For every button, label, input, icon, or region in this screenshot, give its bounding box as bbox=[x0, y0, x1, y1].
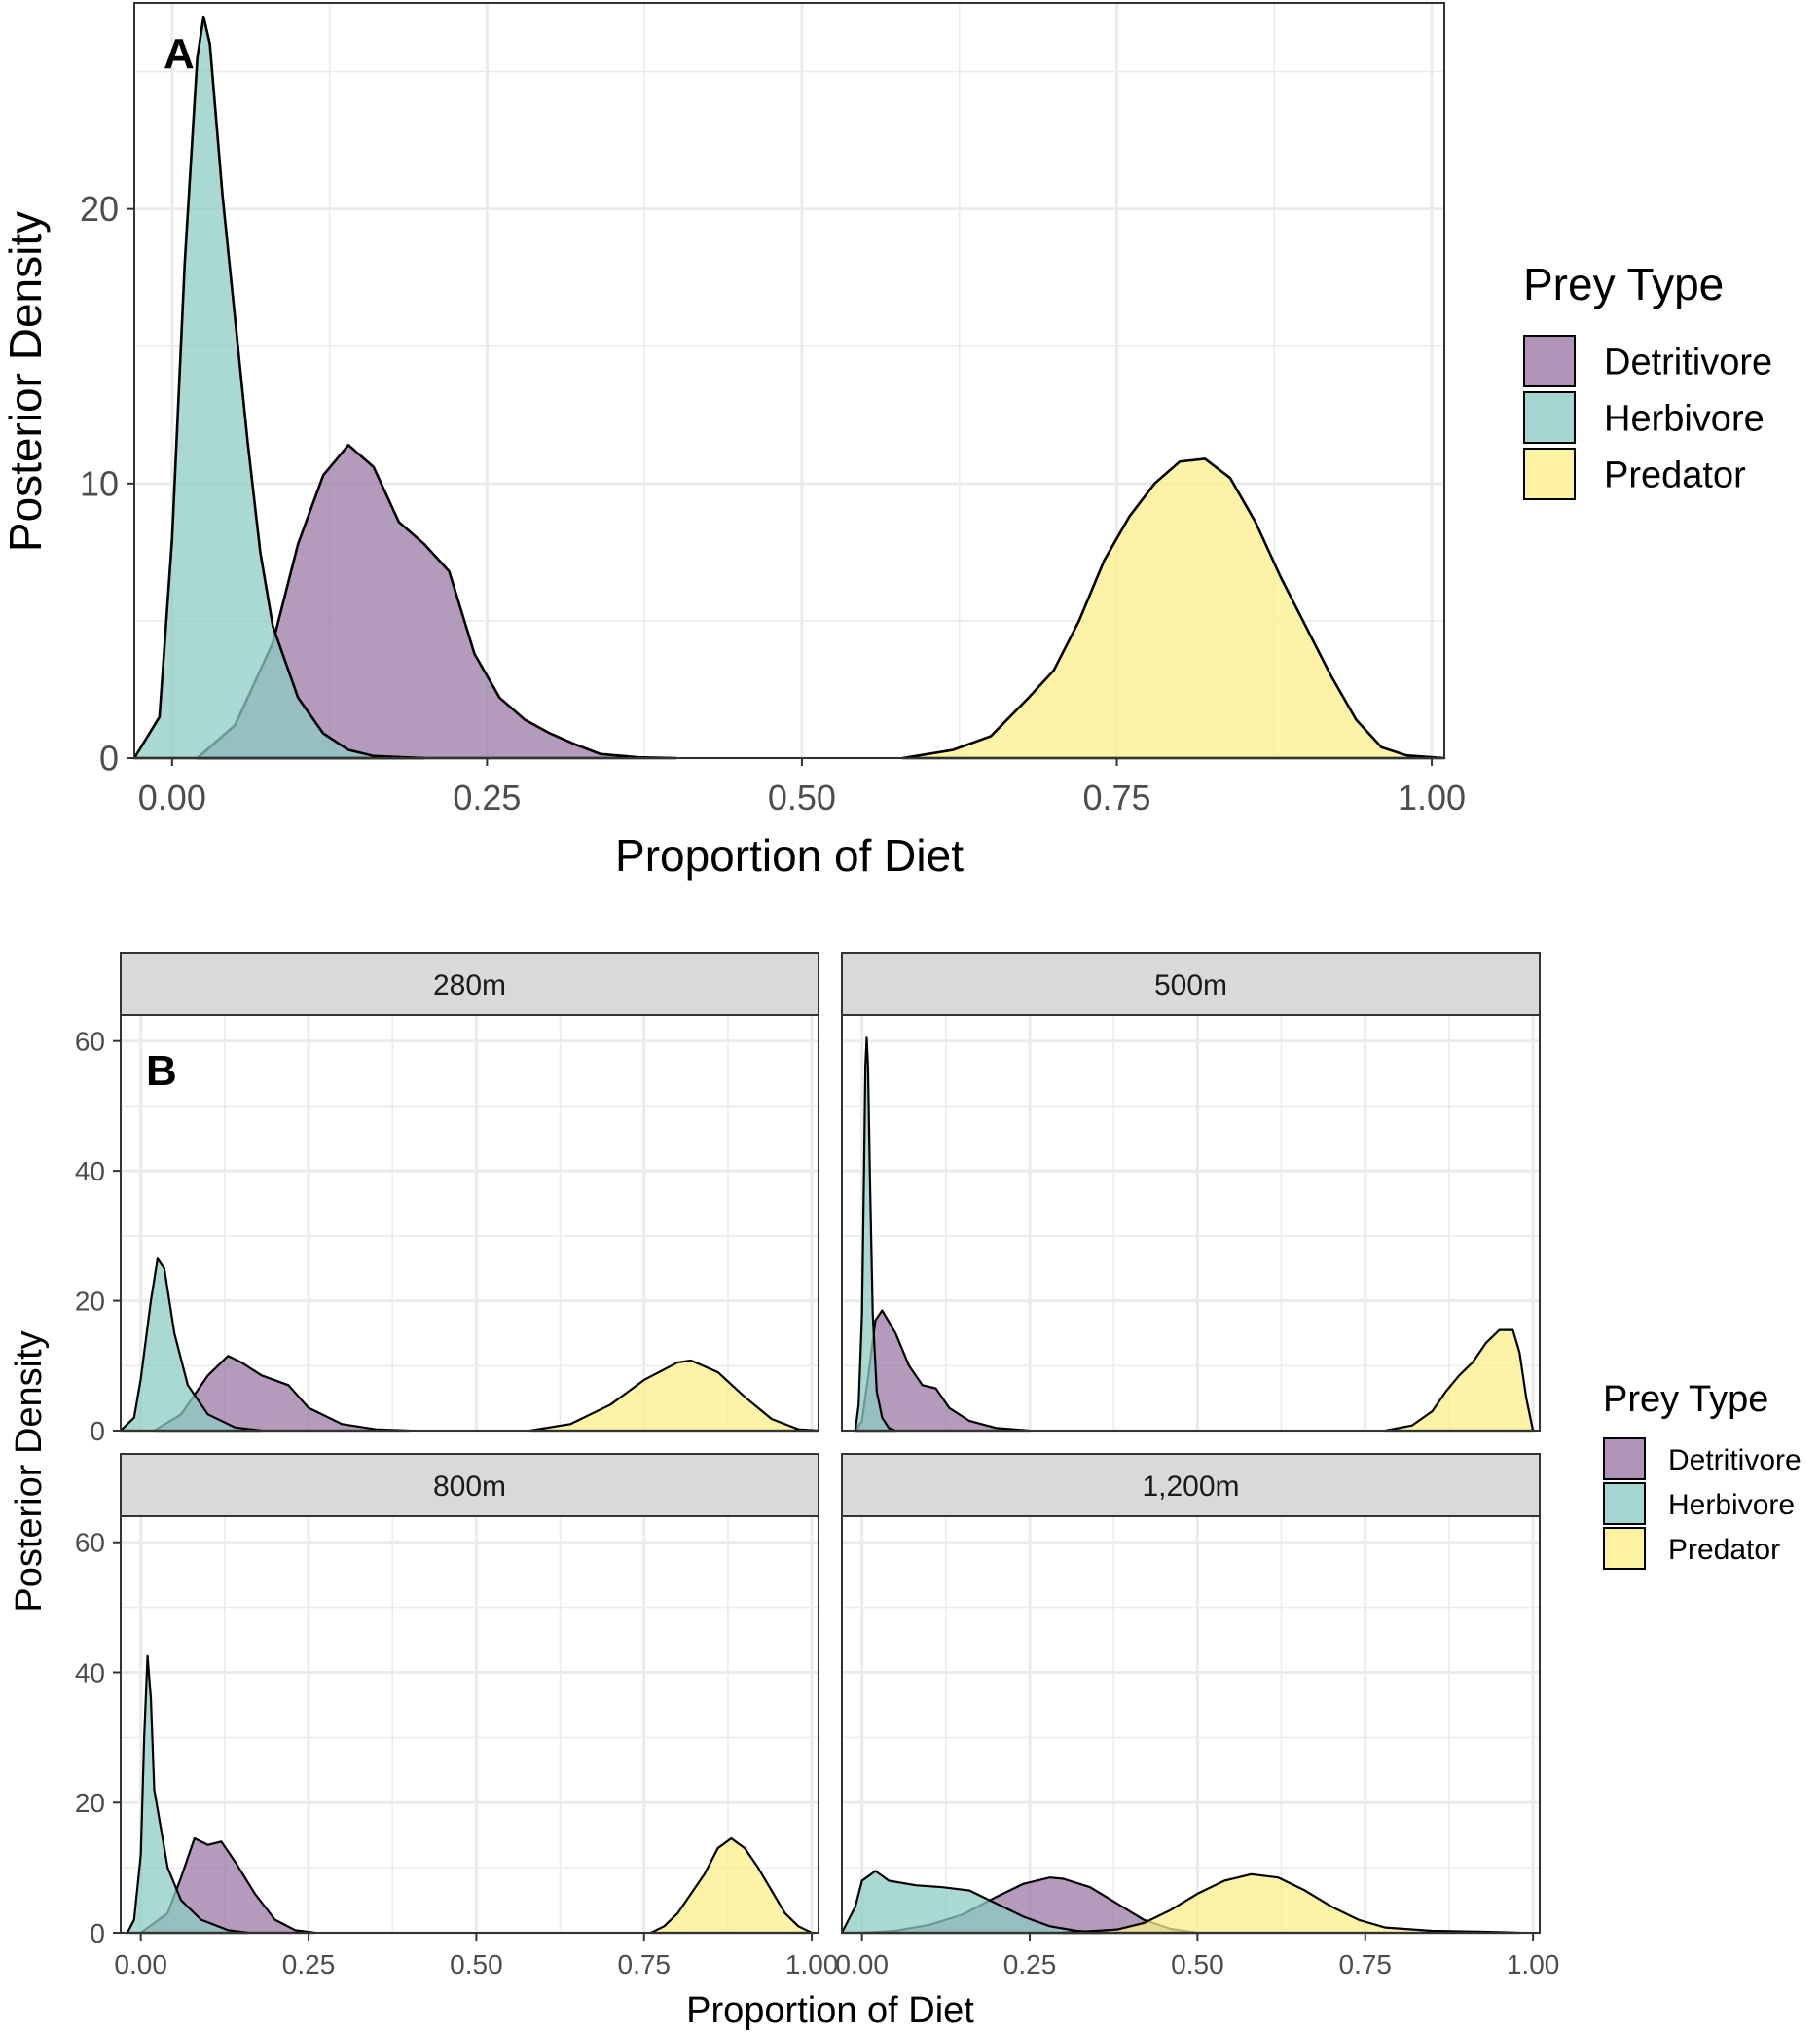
facet-800m-x-ticks: 0.00 0.25 0.50 0.75 1.00 bbox=[114, 1933, 838, 1980]
facet-800m-y-ticks: 0 20 40 60 bbox=[75, 1528, 121, 1948]
facet-280m: 280m 0 20 40 60 bbox=[75, 952, 820, 1446]
facet-280m-density-predator bbox=[528, 1359, 820, 1433]
facet-1-200m-strip-label: 1,200m bbox=[1142, 1471, 1239, 1503]
panel-b-tag: B bbox=[146, 1047, 177, 1095]
legend-label-predator: Predator bbox=[1668, 1534, 1780, 1566]
facet-1-200m-x-tick-label: 0.50 bbox=[1171, 1949, 1224, 1980]
facet-280m-y-tick-label: 0 bbox=[90, 1416, 105, 1446]
facet-280m-border bbox=[120, 1014, 819, 1432]
facet-800m-strip bbox=[120, 1453, 819, 1517]
facet-800m-y-tick-label: 20 bbox=[75, 1788, 105, 1818]
panel-b-legend: Prey Type Detritivore Herbivore Predator bbox=[1603, 1379, 1802, 1570]
panel-a-x-axis-label: Proportion of Diet bbox=[615, 830, 964, 881]
facet-1-200m: 1,200m 0.00 0.25 0.50 0.75 1.00 bbox=[835, 1453, 1559, 1980]
facet-280m-strip-label: 280m bbox=[433, 969, 506, 1001]
panel-b-x-axis-label: Proportion of Diet bbox=[686, 1990, 974, 2031]
panel-a-y-axis-label: Posterior Density bbox=[0, 211, 51, 552]
panel-a-density-predator bbox=[901, 457, 1446, 760]
facet-1-200m-density-predator bbox=[1062, 1872, 1521, 1935]
facet-280m-y-tick-label: 40 bbox=[75, 1156, 105, 1186]
legend-key-detritivore bbox=[1603, 1437, 1646, 1480]
facet-500m: 500m bbox=[841, 952, 1541, 1433]
facet-800m-x-tick-label: 1.00 bbox=[785, 1949, 839, 1980]
panel-a-density-areas bbox=[132, 15, 1446, 760]
facet-1-200m-x-tick-label: 0.00 bbox=[835, 1949, 889, 1980]
facet-280m-y-tick-label: 60 bbox=[75, 1026, 105, 1056]
legend-label-predator: Predator bbox=[1604, 455, 1746, 496]
facet-1-200m-border bbox=[841, 1515, 1541, 1934]
facet-500m-background bbox=[842, 1015, 1540, 1431]
panel-a-x-tick-label: 0.75 bbox=[1082, 778, 1150, 817]
facet-1-200m-grid bbox=[842, 1516, 1540, 1935]
panel-a-y-tick-label: 10 bbox=[80, 463, 119, 503]
panel-a-border bbox=[133, 2, 1445, 759]
facet-1-200m-density-herbivore bbox=[840, 1870, 1105, 1935]
legend-key-predator bbox=[1523, 448, 1576, 500]
panel-a-x-ticks: 0.00 0.25 0.50 0.75 1.00 bbox=[138, 758, 1466, 817]
facet-500m-density-areas bbox=[854, 1036, 1535, 1433]
facet-800m-border bbox=[120, 1515, 819, 1934]
panel-a-y-tick-label: 20 bbox=[80, 189, 119, 229]
facet-500m-strip bbox=[841, 952, 1541, 1016]
facet-800m-y-tick-label: 0 bbox=[90, 1918, 105, 1948]
panel-a-y-tick-label: 0 bbox=[99, 739, 119, 779]
facet-800m-y-tick-label: 40 bbox=[75, 1657, 105, 1688]
facet-800m-x-tick-label: 0.25 bbox=[282, 1949, 336, 1980]
facet-1-200m-strip bbox=[841, 1453, 1541, 1517]
panel-a-x-tick-label: 0.50 bbox=[768, 778, 836, 817]
facet-280m-grid bbox=[121, 1015, 819, 1433]
panel-a-x-tick-label: 0.25 bbox=[453, 778, 521, 817]
panel-b-legend-title: Prey Type bbox=[1603, 1379, 1768, 1420]
facet-800m-x-tick-label: 0.50 bbox=[450, 1949, 503, 1980]
facet-800m-density-predator bbox=[649, 1836, 814, 1935]
legend-label-detritivore: Detritivore bbox=[1604, 343, 1772, 383]
panel-b-y-axis-label: Posterior Density bbox=[9, 1330, 50, 1612]
facet-1-200m-x-tick-label: 0.25 bbox=[1003, 1949, 1057, 1980]
legend-key-detritivore bbox=[1523, 335, 1576, 387]
panel-a-x-tick-label: 1.00 bbox=[1398, 778, 1466, 817]
facet-800m-strip-label: 800m bbox=[433, 1471, 506, 1503]
facet-1-200m-x-tick-label: 1.00 bbox=[1507, 1949, 1560, 1980]
facet-1-200m-x-ticks: 0.00 0.25 0.50 0.75 1.00 bbox=[835, 1933, 1559, 1980]
facet-500m-border bbox=[841, 1014, 1541, 1432]
panel-a-density-detritivore bbox=[196, 444, 677, 760]
legend-label-detritivore: Detritivore bbox=[1668, 1444, 1802, 1476]
legend-key-predator bbox=[1603, 1527, 1646, 1570]
legend-label-herbivore: Herbivore bbox=[1668, 1489, 1795, 1521]
facet-500m-density-predator bbox=[1384, 1328, 1535, 1433]
facet-1-200m-density-areas bbox=[840, 1870, 1521, 1935]
facet-280m-y-ticks: 0 20 40 60 bbox=[75, 1026, 121, 1446]
panel-a-density-herbivore bbox=[132, 15, 425, 760]
panel-a-tag: A bbox=[164, 30, 195, 78]
facet-280m-strip bbox=[120, 952, 819, 1016]
panel-a-legend-title: Prey Type bbox=[1523, 259, 1724, 309]
facet-1-200m-x-tick-label: 0.75 bbox=[1339, 1949, 1393, 1980]
facet-800m-density-herbivore bbox=[126, 1654, 250, 1935]
legend-key-herbivore bbox=[1523, 391, 1576, 444]
facet-500m-density-herbivore bbox=[854, 1036, 897, 1433]
facet-1-200m-background bbox=[842, 1516, 1540, 1933]
panel-a-y-ticks: 0 10 20 bbox=[80, 189, 134, 779]
panel-a-x-tick-label: 0.00 bbox=[138, 778, 206, 817]
facet-800m-x-tick-label: 0.00 bbox=[114, 1949, 167, 1980]
facet-800m: 800m 0.00 0.25 0.50 0.75 1.00 0 20 40 60 bbox=[75, 1453, 838, 1980]
panel-a: 0.00 0.25 0.50 0.75 1.00 0 10 20 A Proportion … bbox=[0, 2, 1772, 881]
facet-500m-strip-label: 500m bbox=[1154, 969, 1227, 1001]
legend-key-herbivore bbox=[1603, 1482, 1646, 1525]
panel-a-legend: Prey Type Detritivore Herbivore Predator bbox=[1523, 259, 1772, 500]
legend-label-herbivore: Herbivore bbox=[1604, 399, 1765, 440]
facet-800m-y-tick-label: 60 bbox=[75, 1528, 105, 1558]
facet-800m-x-tick-label: 0.75 bbox=[618, 1949, 672, 1980]
facet-280m-y-tick-label: 20 bbox=[75, 1286, 105, 1316]
